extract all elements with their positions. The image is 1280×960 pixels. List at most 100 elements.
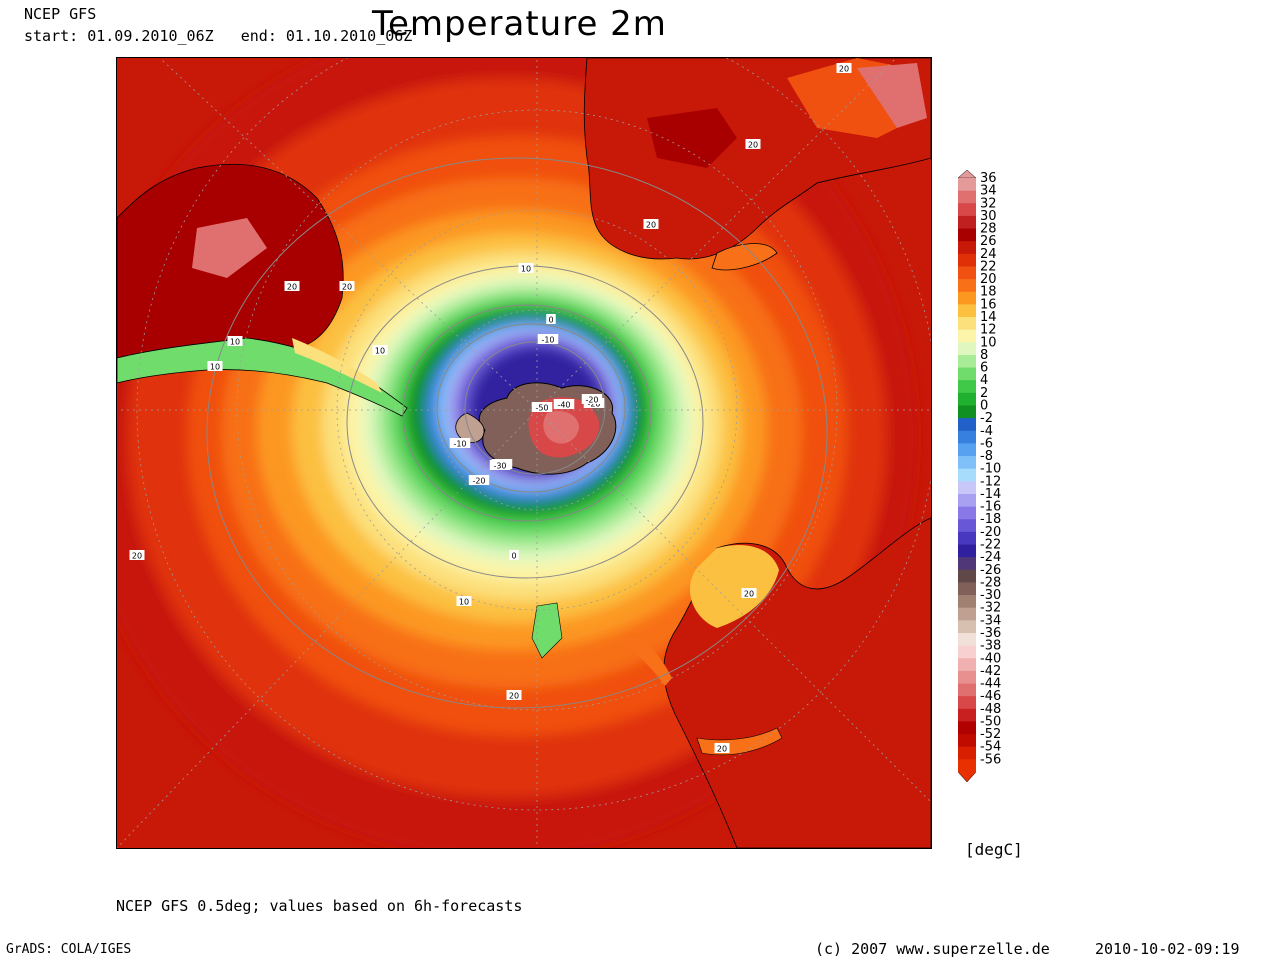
contour-label: -40: [557, 401, 570, 410]
contour-label: 20: [132, 552, 142, 561]
legend-swatch: [958, 456, 976, 470]
legend-swatch: [958, 506, 976, 520]
legend-swatch: [958, 531, 976, 546]
legend-swatch: [958, 367, 976, 381]
legend-swatch: [958, 329, 976, 343]
contour-label-bg: [449, 438, 471, 448]
legend-swatch: [958, 354, 976, 369]
generated-date: 2010-10-02-09:19: [1095, 940, 1240, 958]
legend-tick-label: -2: [980, 411, 993, 426]
legend-swatch: [958, 443, 976, 457]
color-legend: 36 34 32 30 28 26 24 22 20 18 16 14 12 10 8 6 4 2 0 -2 -4 -6-…: [955, 169, 1035, 790]
legend-swatch: [958, 481, 976, 495]
legend-swatch: [958, 734, 976, 748]
contour-label-bg: [531, 402, 553, 412]
legend-swatch: [958, 190, 976, 204]
legend-swatch: [958, 279, 976, 293]
legend-tick-label: -42: [980, 664, 1001, 679]
legend-tick-label: -40: [980, 651, 1001, 666]
contour-label: 20: [717, 745, 727, 754]
legend-swatch: [958, 253, 976, 267]
legend-tick-label: 30: [980, 209, 997, 224]
legend-swatch: [958, 632, 976, 647]
isotherms: [206, 157, 828, 709]
legend-tick-label: 0: [980, 398, 988, 413]
legend-tick-label: 4: [980, 373, 988, 388]
contour-label-bg: [284, 281, 300, 291]
legend-tick-label: -36: [980, 626, 1001, 641]
antarctica: [455, 382, 617, 475]
legend-top-arrow: [957, 169, 977, 179]
legend-swatch: [958, 708, 976, 722]
legend-swatch: [958, 557, 976, 571]
legend-swatch: [958, 304, 976, 318]
legend-swatch: [958, 380, 976, 394]
legend-tick-label: -38: [980, 639, 1001, 654]
legend-swatch: [958, 468, 976, 482]
legend-tick-label: 32: [980, 196, 997, 211]
legend-units: [degC]: [965, 840, 1023, 859]
legend-swatch: [958, 241, 976, 255]
legend-tick-label: 26: [980, 234, 997, 249]
contour-label-bg: [537, 334, 559, 344]
contour-label-bg: [836, 63, 852, 73]
legend-swatch: [958, 291, 976, 305]
legend-bar: 363432302826242220181614121086420-2-4-6-…: [957, 169, 1001, 783]
legend-tick-label: 16: [980, 297, 997, 312]
legend-swatch: [958, 228, 976, 242]
legend-swatch: [958, 266, 976, 280]
legend-tick-label: -4: [980, 424, 993, 439]
legend-tick-label: 18: [980, 285, 997, 300]
end-value: 01.10.2010_06Z: [285, 27, 413, 45]
graticule: [117, 58, 931, 848]
legend-tick-label: -12: [980, 474, 1001, 489]
contour-label-bg: [581, 394, 603, 404]
contour-label-bg: [745, 139, 761, 149]
start-value: 01.09.2010_06Z: [87, 27, 214, 45]
contour-label-bg: [506, 690, 522, 700]
contour-label: -10: [541, 336, 554, 345]
legend-tick-label: -20: [980, 525, 1001, 540]
legend-swatch: [958, 645, 976, 659]
legend-tick-label: 36: [980, 171, 997, 186]
contour-label: 20: [744, 590, 754, 599]
legend-swatch: [958, 203, 976, 217]
contour-label-bg: [509, 550, 519, 560]
legend-swatch: [958, 721, 976, 735]
legend-tick-label: -34: [980, 613, 1001, 628]
contour-label-bg: [339, 281, 355, 291]
model-source: NCEP GFS: [24, 5, 97, 23]
legend-swatch: [958, 544, 976, 558]
contour-label-bg: [546, 314, 556, 324]
contour-label: 10: [210, 363, 220, 372]
contour-label-bg: [129, 550, 145, 560]
time-range: start: 01.09.2010_06Z end: 01.10.2010_06…: [24, 27, 412, 45]
contour-label: 10: [375, 347, 385, 356]
end-label: end:: [240, 27, 277, 45]
contour-label: 10: [459, 598, 469, 607]
temperature-field: 202020202020202020101010101000-10-10-20-…: [117, 58, 931, 848]
copyright: (c) 2007 www.superzelle.de: [815, 940, 1050, 958]
temperature-map[interactable]: 20 20 20 20 20 20 20 20 20 10 10 10 10 10 0 0 -10 -10 -20-…: [116, 57, 932, 849]
contour-label-bg: [456, 596, 472, 606]
legend-swatch: [958, 607, 976, 621]
contour-label-bg: [643, 219, 659, 229]
legend-swatch: [958, 746, 976, 760]
legend-tick-label: 22: [980, 259, 997, 274]
legend-tick-label: -56: [980, 752, 1001, 767]
legend-tick-label: -8: [980, 449, 993, 464]
legend-tick-label: 34: [980, 184, 997, 199]
contour-label-bg: [489, 460, 511, 470]
legend-swatch: [958, 215, 976, 230]
legend-swatch: [958, 670, 976, 685]
legend-swatch: [958, 595, 976, 609]
legend-tick-label: -14: [980, 487, 1001, 502]
legend-swatch: [958, 317, 976, 331]
legend-tick-label: -28: [980, 575, 1001, 590]
legend-swatch: [958, 620, 976, 634]
contour-labels: 202020202020202020101010101000-10-10-20-…: [129, 63, 852, 754]
legend-tick-label: -18: [980, 512, 1001, 527]
legend-tick-label: 12: [980, 323, 997, 338]
legend-swatch: [958, 392, 976, 406]
legend-tick-label: -44: [980, 677, 1001, 692]
